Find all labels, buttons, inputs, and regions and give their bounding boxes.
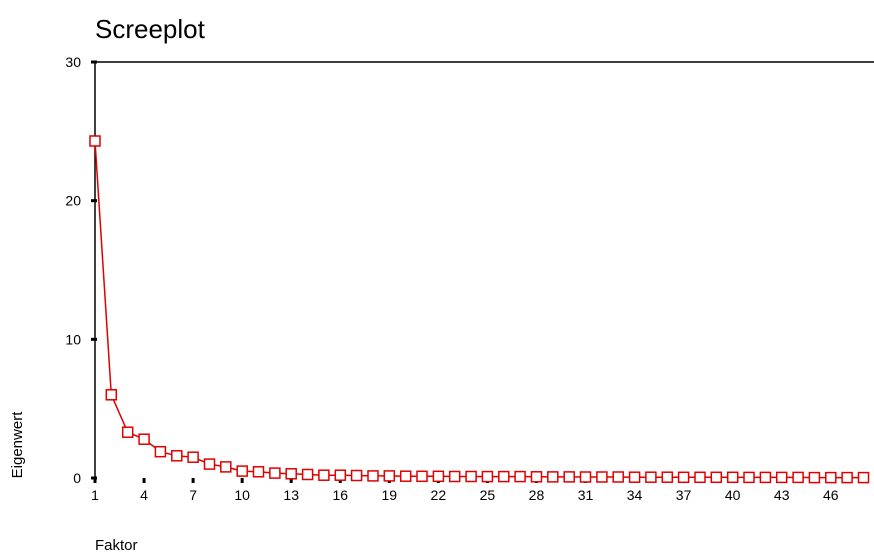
data-point-marker <box>792 471 804 484</box>
data-point-marker <box>236 465 248 477</box>
data-point-marker <box>808 471 821 484</box>
x-axis-ticks: 1 4 7 10 13 16 19 22 25 28 31 34 37 40 43 46 <box>91 478 839 503</box>
data-point-marker <box>726 471 739 484</box>
x-tick-label: 4 <box>140 487 148 503</box>
data-point-marker <box>579 471 592 483</box>
data-point-marker <box>334 469 347 481</box>
data-point-marker <box>628 471 641 483</box>
data-point-marker <box>187 451 199 463</box>
x-tick-label: 43 <box>774 487 790 503</box>
y-tick-label: 30 <box>65 54 81 70</box>
data-point-marker <box>841 471 853 484</box>
data-point-marker <box>694 471 706 484</box>
data-point-marker <box>465 470 477 483</box>
data-point-marker <box>547 471 559 483</box>
x-axis-title: Faktor <box>95 537 138 554</box>
data-point-marker <box>383 470 396 482</box>
data-point-marker <box>596 471 608 483</box>
data-point-marker <box>89 135 101 147</box>
data-point-marker <box>220 461 232 473</box>
data-point-marker <box>530 471 543 483</box>
data-point-marker <box>154 445 167 458</box>
plot-frame <box>94 61 874 482</box>
data-point-marker <box>121 426 134 438</box>
data-point-marker <box>514 470 526 483</box>
x-tick-label: 7 <box>189 487 197 503</box>
data-point-marker <box>448 470 461 483</box>
data-point-marker <box>416 470 428 483</box>
data-point-marker <box>285 468 297 480</box>
x-tick-label: 31 <box>578 487 594 503</box>
x-tick-label: 1 <box>91 487 99 503</box>
x-tick-label: 19 <box>382 487 398 503</box>
data-point-marker <box>432 470 445 483</box>
y-axis-ticks: 0 10 20 30 <box>65 54 97 486</box>
y-tick-label: 10 <box>65 331 81 347</box>
data-point-marker <box>318 469 330 481</box>
x-tick-label: 25 <box>480 487 496 503</box>
x-tick-label: 28 <box>529 487 545 503</box>
y-tick-label: 20 <box>65 193 81 209</box>
data-point-marker <box>367 470 379 482</box>
data-point-marker <box>857 471 870 484</box>
x-tick-label: 40 <box>725 487 741 503</box>
x-tick-label: 46 <box>823 487 839 503</box>
data-point-marker <box>612 471 624 483</box>
data-point-marker <box>498 470 510 483</box>
x-tick-label: 16 <box>332 487 348 503</box>
chart-title: Screeplot <box>95 14 206 44</box>
data-point-marker <box>138 433 150 445</box>
y-tick-label: 0 <box>73 470 81 486</box>
data-point-marker <box>269 467 281 479</box>
x-tick-label: 22 <box>431 487 447 503</box>
x-tick-label: 37 <box>676 487 692 503</box>
y-axis-title: Eigenwert <box>9 411 26 479</box>
eigenvalue-series-line <box>94 140 864 479</box>
data-point-marker <box>252 466 265 478</box>
data-point-marker <box>743 471 755 484</box>
data-point-marker <box>350 469 363 482</box>
data-point-marker <box>481 470 494 483</box>
x-tick-label: 34 <box>627 487 643 503</box>
data-point-marker <box>825 471 837 484</box>
data-point-marker <box>645 471 657 483</box>
data-point-marker <box>301 468 314 481</box>
x-tick-label: 10 <box>234 487 250 503</box>
data-point-marker <box>105 389 118 401</box>
data-point-marker <box>759 471 772 484</box>
data-point-marker <box>775 471 788 484</box>
x-tick-label: 13 <box>283 487 299 503</box>
data-point-marker <box>710 471 723 484</box>
data-point-marker <box>661 471 674 483</box>
series-layer <box>89 135 870 484</box>
data-point-marker <box>677 471 690 484</box>
data-point-marker <box>563 471 575 483</box>
data-point-marker <box>171 450 183 462</box>
data-point-marker <box>399 470 412 482</box>
data-point-marker <box>203 458 216 470</box>
